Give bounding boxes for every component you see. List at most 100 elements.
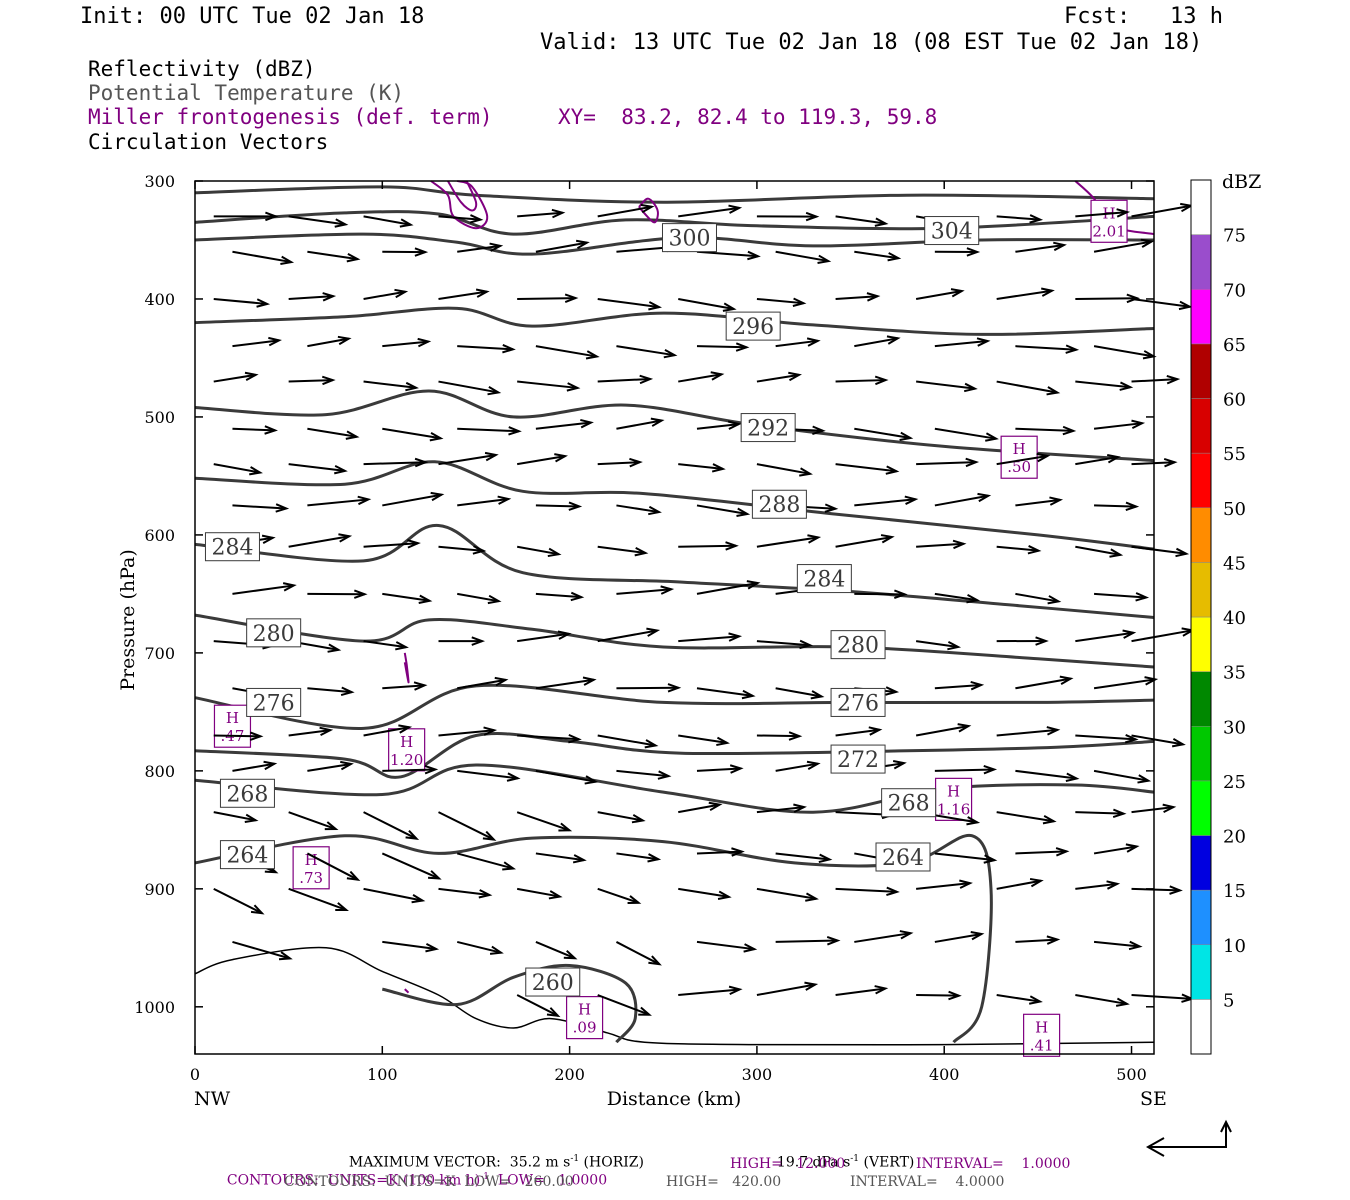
vector-shaft — [438, 215, 481, 221]
circulation-vector — [382, 247, 429, 257]
frontogenesis-max-marker: H.41 — [1023, 1013, 1061, 1057]
vector-shaft — [1093, 422, 1143, 430]
frontogenesis-max-box — [1090, 199, 1128, 243]
vector-shaft — [1131, 994, 1193, 1000]
vector-head — [810, 690, 825, 700]
vector-shaft — [232, 250, 292, 264]
isentrope-label: 300 — [661, 223, 717, 253]
vector-head — [729, 764, 744, 774]
circulation-vector — [517, 630, 572, 643]
frontogenesis-max-value: .73 — [299, 869, 323, 887]
circulation-vector — [535, 769, 599, 785]
vector-shaft — [363, 887, 423, 902]
x-tick-label: 400 — [929, 1065, 960, 1084]
vector-head — [885, 686, 900, 696]
vector-head — [1065, 344, 1080, 354]
colorbar-segment — [1190, 889, 1212, 945]
vector-head — [327, 643, 342, 653]
vector-head — [275, 503, 290, 513]
isentrope-300b — [194, 232, 1155, 256]
circulation-vector — [835, 292, 881, 302]
vector-head — [799, 639, 814, 650]
circulation-vector — [516, 994, 561, 1018]
colorbar-segment — [1190, 780, 1212, 836]
vector-head — [335, 902, 349, 911]
vector-shaft — [307, 687, 352, 694]
vector-head — [338, 533, 353, 543]
vector-head — [427, 870, 442, 880]
frontogenesis-contour — [430, 180, 489, 230]
vector-head — [472, 545, 487, 555]
vector-shaft — [382, 684, 425, 690]
circulation-vector — [915, 288, 965, 300]
vector-shaft — [438, 811, 495, 841]
isentrope-label-box — [219, 840, 275, 870]
vector-head — [966, 816, 981, 826]
circulation-vector — [307, 250, 361, 263]
vector-shaft — [597, 994, 650, 1016]
circulation-vector — [1093, 592, 1150, 602]
max-horiz-label: (HORIZ) — [579, 1154, 644, 1171]
frontogenesis-max-marker: H2.01 — [1090, 199, 1128, 243]
circulation-vector — [1015, 675, 1074, 690]
vector-shaft — [1075, 994, 1128, 1005]
vector-head — [244, 813, 259, 823]
vector-head — [728, 632, 743, 642]
vector-head — [340, 686, 355, 696]
vector-shaft — [535, 345, 598, 358]
circulation-vector — [516, 453, 568, 466]
vector-head — [357, 495, 372, 506]
vector-head — [648, 505, 662, 516]
circulation-vector — [678, 632, 743, 643]
frontogenesis-max-marker: H1.16 — [934, 777, 973, 821]
vector-head — [644, 739, 659, 749]
circulation-vector — [775, 687, 825, 700]
vector-head — [263, 760, 278, 771]
circulation-vector — [438, 545, 487, 555]
isentrope-label: 260 — [525, 967, 581, 997]
vector-shaft — [382, 340, 429, 348]
circulation-vector — [996, 214, 1044, 224]
vector-head — [487, 386, 502, 396]
circulation-vector — [535, 239, 590, 253]
colorbar-segment — [1190, 999, 1212, 1055]
vector-head — [558, 822, 573, 832]
vector-head — [807, 534, 822, 544]
circulation-vector — [835, 985, 889, 997]
circulation-vector — [597, 374, 654, 385]
circulation-vector — [288, 375, 336, 386]
vector-shaft — [854, 498, 916, 507]
circulation-vector — [517, 380, 581, 392]
vector-shaft — [916, 994, 959, 997]
circulation-vector — [307, 589, 368, 599]
colorbar-segment — [1190, 944, 1212, 1000]
vector-head — [947, 640, 962, 651]
max-vert-value: 19.7 dPa s — [776, 1154, 851, 1171]
isentrope-label-text: 296 — [732, 315, 774, 340]
vector-head — [337, 335, 352, 346]
vector-shaft — [678, 463, 723, 470]
vector-shaft — [616, 419, 662, 430]
circulation-vector — [1131, 202, 1194, 218]
vector-shaft — [1093, 678, 1156, 690]
vector-shaft — [456, 852, 514, 870]
circulation-vector — [535, 418, 594, 430]
colorbar-tick-label: 65 — [1223, 335, 1246, 356]
vector-shaft — [1131, 887, 1180, 892]
vector-head — [1046, 935, 1061, 945]
vector-head — [727, 420, 742, 430]
circulation-vector — [996, 877, 1044, 890]
vector-head — [886, 886, 900, 897]
vector-head — [1065, 772, 1080, 782]
vector-shaft — [457, 244, 501, 253]
circulation-vector — [835, 375, 889, 386]
circulation-vector — [1015, 592, 1062, 605]
vector-shaft — [756, 640, 811, 647]
circulation-vector — [1075, 208, 1131, 218]
circulation-vector — [457, 495, 512, 507]
vector-shaft — [616, 686, 679, 690]
circulation-vector — [382, 940, 440, 953]
circulation-vector — [996, 811, 1057, 825]
vector-shaft — [382, 940, 437, 950]
